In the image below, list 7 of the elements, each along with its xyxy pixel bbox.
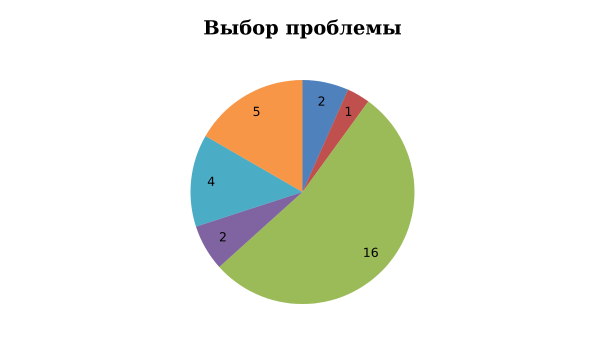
chart-title: Выбор проблемы: [204, 19, 401, 38]
data-label: 1: [346, 106, 352, 116]
data-label: 2: [318, 96, 324, 106]
data-label: 2: [220, 232, 226, 242]
data-label: 16: [364, 248, 378, 258]
data-label: 4: [208, 176, 214, 186]
data-label: 5: [254, 106, 260, 116]
